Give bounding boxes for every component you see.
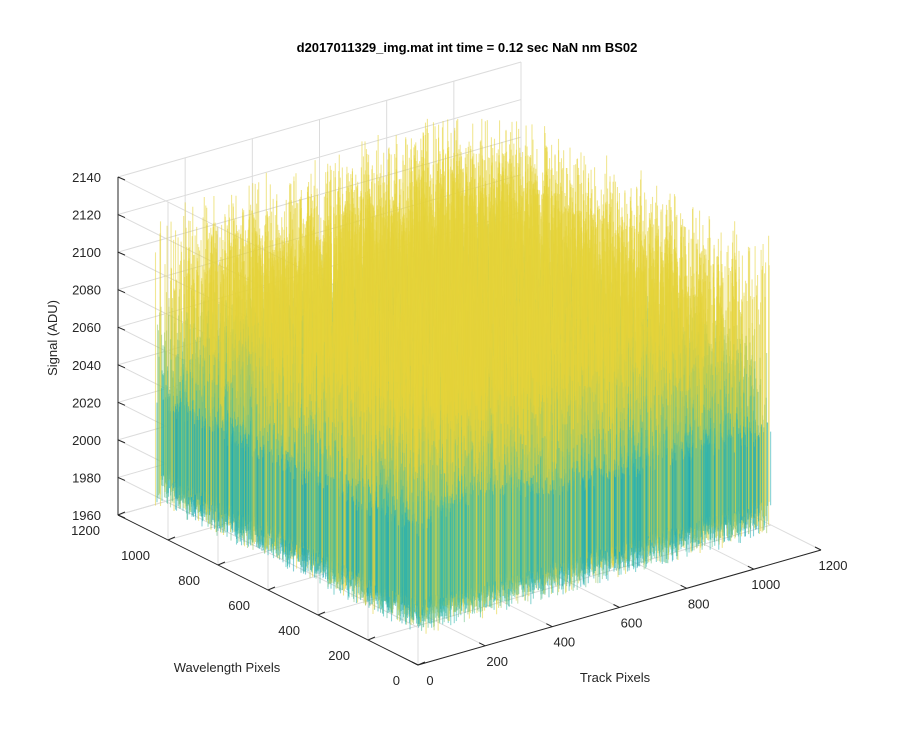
surface-plot [154, 118, 772, 634]
chart-title: d2017011329_img.mat int time = 0.12 sec … [297, 40, 638, 55]
